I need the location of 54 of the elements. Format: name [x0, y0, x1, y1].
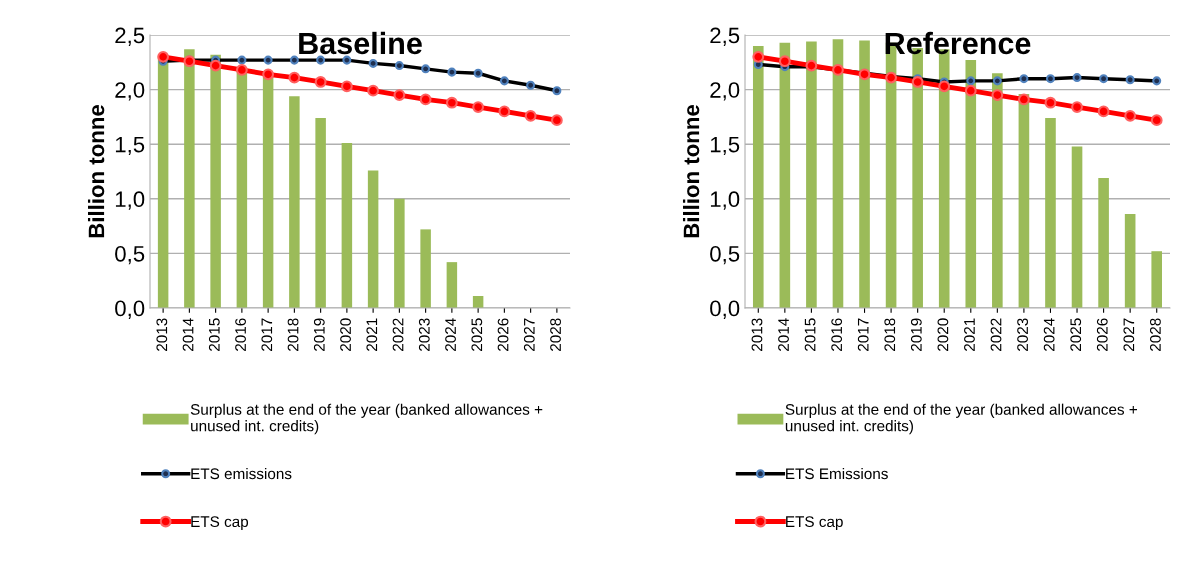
x-tick-label: 2025 — [471, 318, 483, 351]
x-tick-label: 2022 — [990, 318, 1002, 351]
x-tick-label: 2021 — [366, 318, 378, 351]
x-tick-label: 2023 — [1017, 318, 1029, 351]
x-tick-label: 2017 — [261, 318, 273, 351]
y-tick-label: 1,5 — [115, 136, 145, 156]
x-tick-label: 2016 — [235, 318, 246, 351]
y-tick-label: 1,5 — [710, 136, 740, 156]
x-tick-label: 2018 — [287, 318, 299, 351]
x-tick-label: 2023 — [418, 318, 430, 351]
y-axis-title: Billion tonne — [682, 104, 700, 238]
x-tick-label: 2013 — [751, 318, 763, 351]
legend-label: ETS cap — [191, 516, 249, 531]
x-tick-label: 2015 — [208, 318, 220, 351]
legend-label: ETS emissions — [191, 467, 292, 480]
y-tick-label: 1,0 — [710, 191, 740, 210]
x-tick-label: 2027 — [523, 318, 535, 351]
x-tick-label: 2020 — [937, 318, 949, 351]
x-tick-label: 2020 — [340, 318, 351, 351]
x-tick-label: 2014 — [182, 318, 194, 351]
y-tick-label: 0,0 — [710, 300, 740, 319]
y-tick-label: 0,0 — [115, 300, 145, 319]
x-tick-label: 2026 — [497, 318, 509, 351]
y-tick-label: 0,5 — [115, 245, 145, 265]
x-tick-label: 2024 — [1043, 318, 1055, 351]
x-tick-label: 2022 — [392, 318, 404, 351]
x-tick-label: 2015 — [804, 318, 816, 351]
x-tick-label: 2028 — [1150, 318, 1161, 351]
x-tick-label: 2024 — [445, 318, 456, 351]
x-tick-label: 2026 — [1096, 318, 1108, 351]
y-tick-label: 1,0 — [115, 191, 145, 210]
chart-title: Reference — [885, 31, 1031, 55]
x-tick-label: 2028 — [550, 318, 561, 351]
y-axis-title: Billion tonne — [87, 104, 105, 238]
x-tick-label: 2021 — [964, 318, 975, 351]
y-tick-label: 2,0 — [115, 82, 145, 101]
y-tick-label: 2,0 — [710, 82, 740, 101]
legend-label: ETS cap — [786, 516, 843, 531]
x-tick-label: 2017 — [857, 318, 869, 351]
y-tick-label: 2,5 — [115, 27, 145, 46]
chart-title: Baseline — [299, 31, 422, 55]
x-tick-label: 2014 — [778, 318, 789, 351]
x-tick-label: 2013 — [156, 318, 168, 351]
y-tick-label: 0,5 — [710, 245, 740, 265]
x-tick-label: 2025 — [1070, 318, 1082, 351]
x-tick-label: 2016 — [831, 318, 843, 351]
x-tick-label: 2019 — [910, 318, 922, 351]
legend-label: Surplus at the end of the year (banked allowances + unused int. credits) — [190, 403, 543, 435]
x-tick-label: 2018 — [884, 318, 896, 351]
x-tick-label: 2027 — [1123, 318, 1135, 351]
legend-label: ETS Emissions — [786, 467, 888, 480]
x-tick-label: 2019 — [313, 318, 325, 351]
y-tick-label: 2,5 — [710, 27, 740, 46]
legend-label: Surplus at the end of the year (banked allowances + unused int. credits) — [785, 403, 1137, 435]
